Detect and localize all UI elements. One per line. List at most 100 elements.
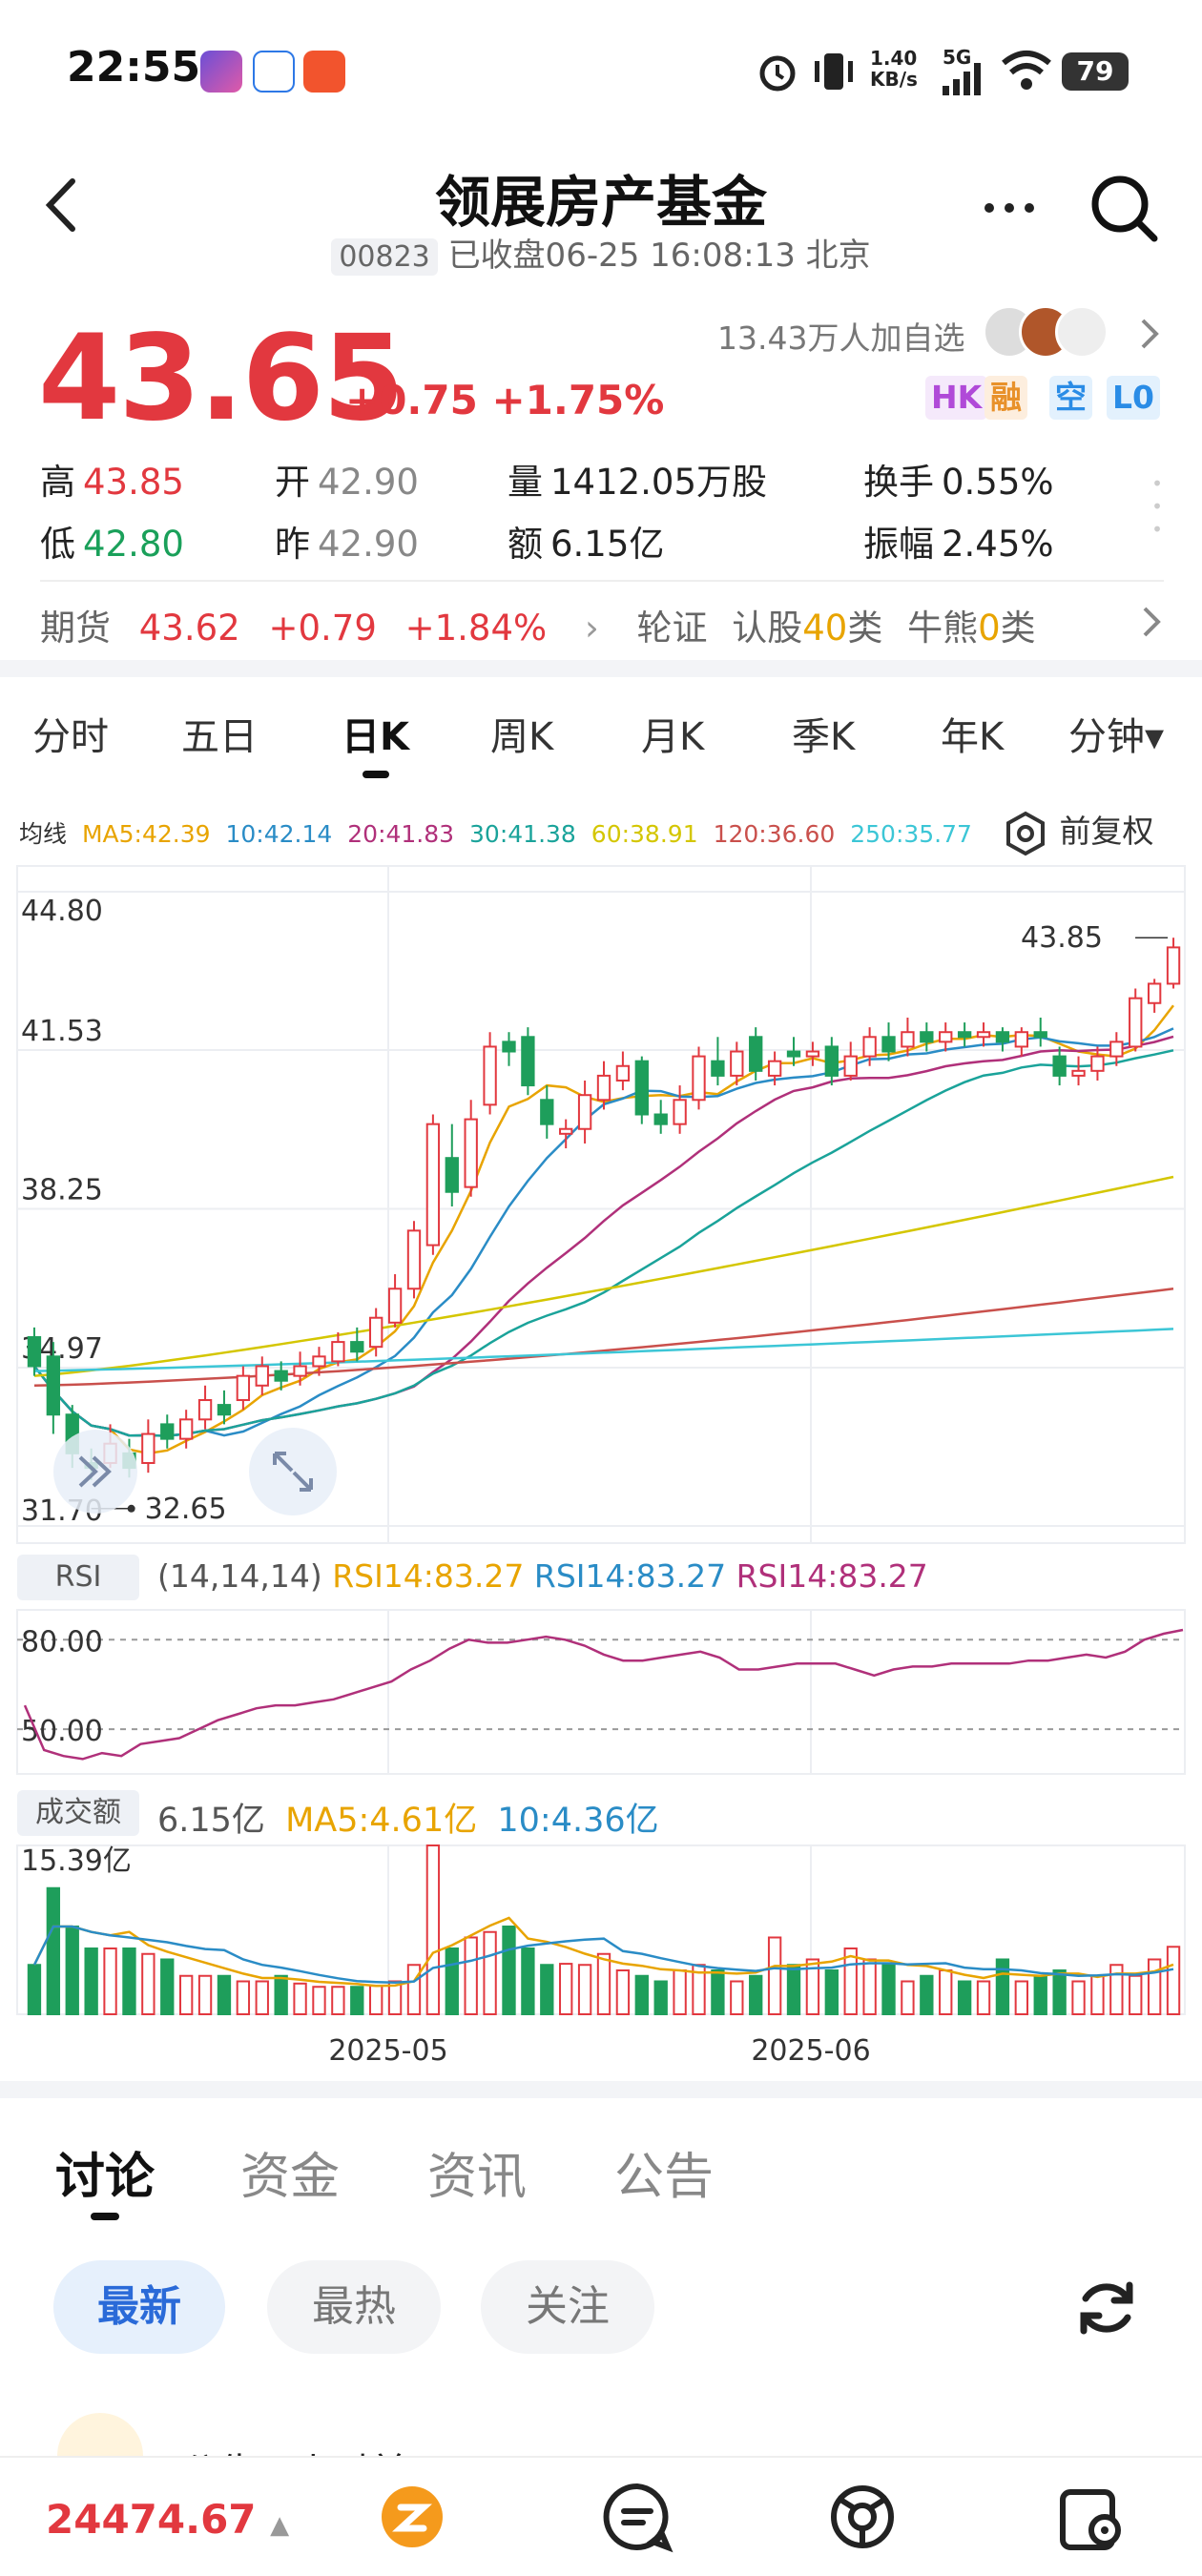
tab-weekly-k[interactable]: 周K xyxy=(490,715,554,759)
candle xyxy=(957,1022,972,1047)
volume-bar xyxy=(350,1986,364,2015)
tab-intraday[interactable]: 分时 xyxy=(32,715,109,759)
candle-body xyxy=(862,1036,877,1058)
avatar[interactable] xyxy=(1055,305,1109,359)
stat-value: 42.80 xyxy=(83,524,184,565)
futures-price: 43.62 xyxy=(138,608,240,649)
stat-low: 低 42.80 xyxy=(40,515,184,567)
chevron-left-icon xyxy=(45,178,75,232)
candle xyxy=(596,1061,611,1110)
change-amount: +0.75 xyxy=(345,377,478,423)
index-ticker[interactable]: 24474.67 ▲ xyxy=(46,2496,289,2543)
candle-body xyxy=(369,1316,383,1349)
candle xyxy=(1129,988,1143,1052)
nav-home-button[interactable] xyxy=(374,2479,450,2555)
stat-volume: 量 1412.05万股 xyxy=(508,453,767,505)
volume-bar xyxy=(103,1947,117,2015)
ma120-line xyxy=(33,1288,1174,1388)
chevron-right-icon[interactable] xyxy=(1135,315,1164,353)
back-button[interactable] xyxy=(38,172,95,238)
tab-yearly-k[interactable]: 年K xyxy=(941,715,1005,759)
volume-bar xyxy=(939,1968,953,2015)
candle xyxy=(920,1022,934,1052)
volume-bar xyxy=(46,1886,61,2015)
volume-bar xyxy=(445,1947,459,2015)
ma-120: 120:36.60 xyxy=(713,820,836,848)
tab-daily-k[interactable]: 日K xyxy=(342,715,409,759)
rsi-tag[interactable]: RSI xyxy=(17,1555,139,1600)
tab-quarterly-k[interactable]: 季K xyxy=(792,715,856,759)
tab-news[interactable]: 资讯 xyxy=(427,2149,528,2206)
tab-underline xyxy=(91,2213,119,2220)
search-icon xyxy=(1091,175,1158,242)
volume-bar xyxy=(920,1974,934,2015)
volume-ma10: 10:4.36亿 xyxy=(497,1802,659,1840)
app-notification-icon xyxy=(200,51,242,93)
market-status: 已收盘06-25 16:08:13 北京 xyxy=(447,237,871,275)
badge-hk: HK xyxy=(925,376,988,420)
x-tick-label: 2025-05 xyxy=(328,2034,447,2068)
candle-body xyxy=(559,1127,573,1135)
candle-body xyxy=(939,1031,953,1043)
volume-tag[interactable]: 成交额 xyxy=(17,1790,139,1836)
volume-bar xyxy=(331,1986,345,2015)
candle-body xyxy=(1014,1031,1029,1048)
ma-legend[interactable]: 均线 MA5:42.39 10:42.14 20:41.83 30:41.38 … xyxy=(19,815,980,850)
adjustment-button[interactable]: 前复权 xyxy=(1002,806,1154,857)
candle-body xyxy=(483,1045,497,1106)
search-button[interactable] xyxy=(1086,170,1162,246)
last-price: 43.65 xyxy=(38,310,404,447)
nav-share-button[interactable] xyxy=(824,2479,901,2555)
candle-body xyxy=(786,1050,801,1058)
follower-count[interactable]: 13.43万人加自选 xyxy=(717,319,965,357)
unit-label: 类 xyxy=(847,608,883,649)
expand-stats-icon[interactable]: • • • xyxy=(1151,472,1163,541)
candle-body xyxy=(615,1064,631,1082)
volume-bar xyxy=(786,1964,801,2015)
refresh-button[interactable] xyxy=(1068,2270,1145,2346)
app-notification-icon xyxy=(253,51,295,93)
volume-bar xyxy=(236,1980,251,2015)
filter-latest[interactable]: 最新 xyxy=(53,2260,225,2354)
warrant-label: 轮证 xyxy=(636,608,708,649)
candle xyxy=(1147,979,1162,1013)
wifi-icon xyxy=(1002,51,1051,90)
comment-icon xyxy=(603,2483,674,2553)
candle-body xyxy=(901,1031,915,1048)
candle-body xyxy=(1109,1041,1124,1058)
more-button[interactable] xyxy=(978,170,1045,249)
volume-bar xyxy=(596,1952,611,2015)
volume-bar xyxy=(1129,1974,1143,2015)
volume-bar xyxy=(634,1974,649,2015)
status-bar: 22:55 1.40 KB/s 5G 79 xyxy=(0,0,1202,143)
filter-hot[interactable]: 最热 xyxy=(267,2260,441,2354)
volume-bar xyxy=(197,1974,213,2015)
candle-body xyxy=(425,1123,441,1247)
tab-minute[interactable]: 分钟▾ xyxy=(1068,715,1165,759)
tab-monthly-k[interactable]: 月K xyxy=(641,715,705,759)
filter-following[interactable]: 关注 xyxy=(481,2260,654,2354)
volume-bar xyxy=(957,1980,972,2015)
nav-comment-button[interactable] xyxy=(599,2479,675,2555)
candle-body xyxy=(1166,946,1181,985)
candle xyxy=(141,1419,155,1473)
tab-discussion[interactable]: 讨论 xyxy=(55,2149,155,2206)
stat-label: 振幅 xyxy=(863,524,934,565)
tab-announcements[interactable]: 公告 xyxy=(614,2149,715,2206)
candle-body xyxy=(445,1157,459,1193)
rsi-tick-label: 80.00 xyxy=(21,1625,103,1659)
candle-body xyxy=(711,1060,725,1077)
rsi-params: (14,14,14) xyxy=(157,1557,322,1595)
tab-fund-flow[interactable]: 资金 xyxy=(240,2149,341,2206)
candle-body xyxy=(634,1060,649,1116)
volume-bar xyxy=(521,1947,535,2015)
chevron-right-icon[interactable] xyxy=(1137,603,1166,641)
volume-bar xyxy=(255,1980,269,2015)
futures-row[interactable]: 期货 43.62 +0.79 +1.84% › 轮证 认股40类 牛熊0类 xyxy=(40,599,1166,650)
candle xyxy=(901,1017,915,1057)
stat-value: 42.90 xyxy=(318,524,419,565)
tab-five-day[interactable]: 五日 xyxy=(181,715,258,759)
candle-body xyxy=(805,1050,820,1058)
nav-settings-button[interactable] xyxy=(1053,2479,1129,2555)
